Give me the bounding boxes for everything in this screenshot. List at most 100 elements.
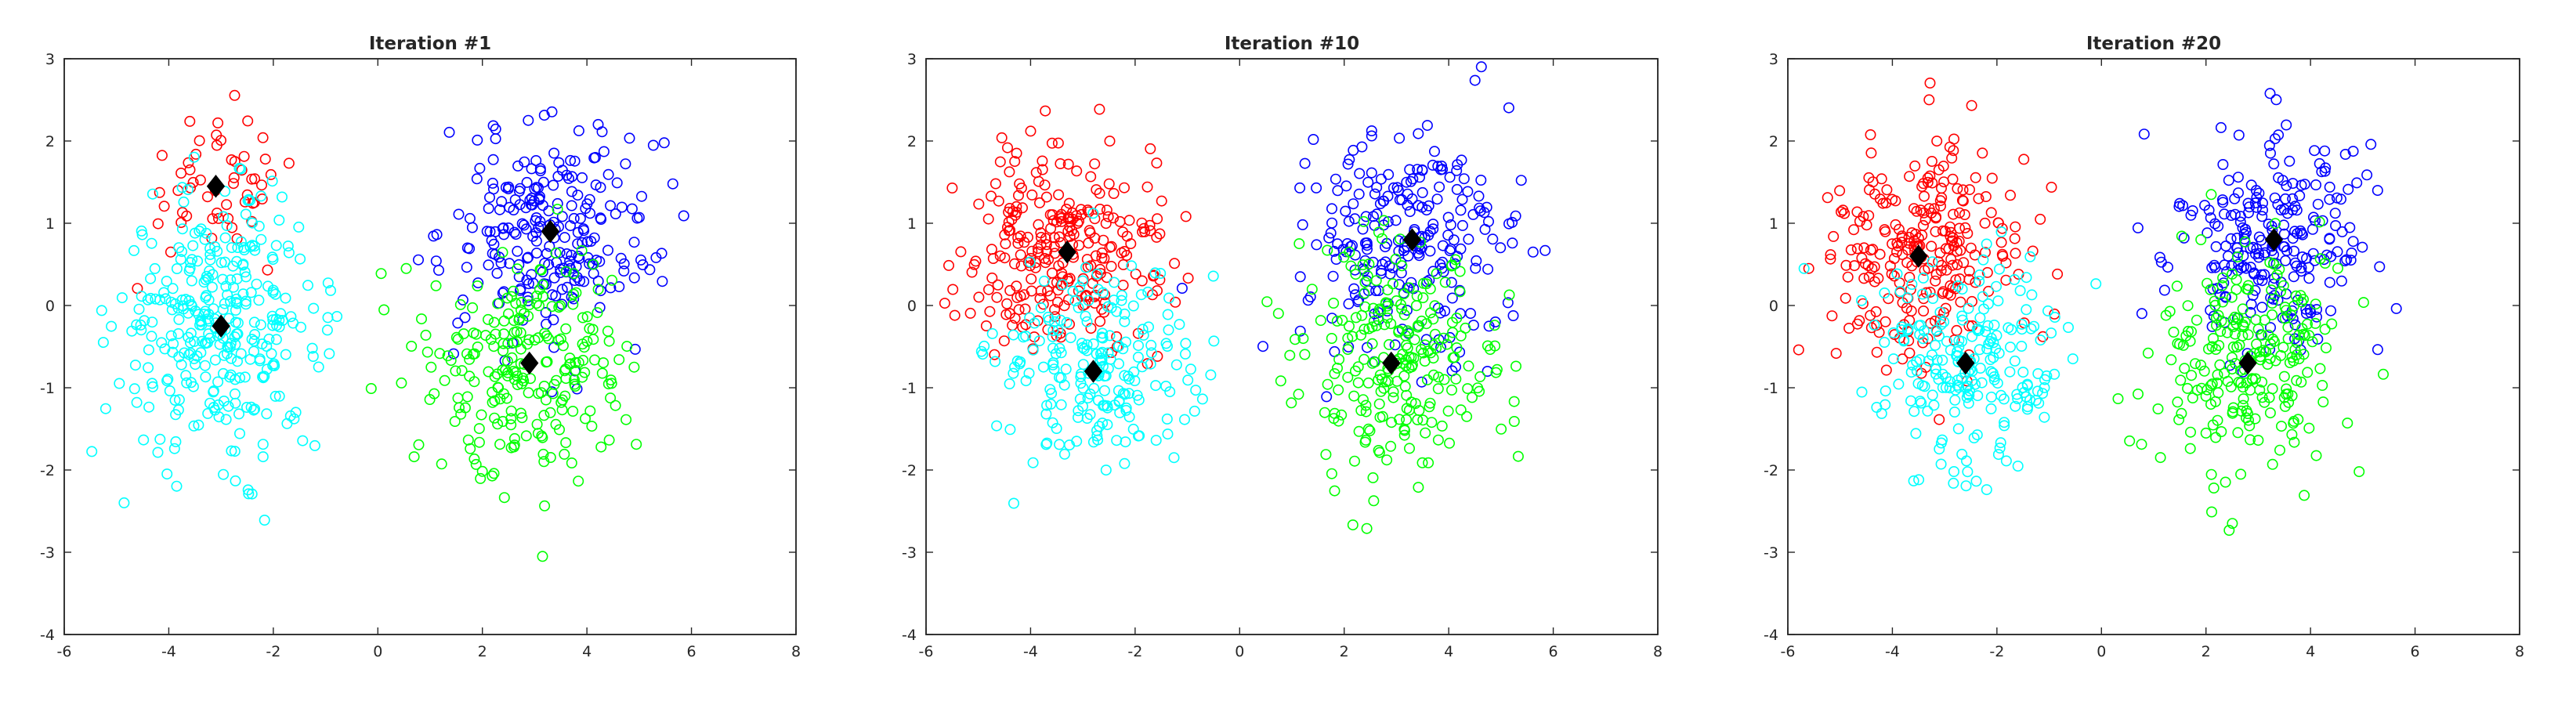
- data-point: [1101, 204, 1113, 216]
- data-point: [1421, 374, 1433, 385]
- data-point: [1928, 400, 1940, 411]
- x-tick-label: 6: [687, 643, 696, 660]
- data-point: [1108, 212, 1120, 224]
- data-point: [564, 352, 576, 364]
- x-tick-label: 8: [1653, 643, 1662, 660]
- data-point: [994, 250, 1006, 262]
- data-point: [2239, 236, 2251, 248]
- data-point: [1145, 225, 1156, 237]
- data-point: [1073, 302, 1084, 313]
- data-point: [2278, 228, 2290, 240]
- data-point: [1000, 238, 1011, 250]
- data-point: [1134, 430, 1145, 442]
- data-point: [1089, 297, 1101, 309]
- data-point: [529, 334, 541, 346]
- data-point: [559, 448, 570, 460]
- data-point: [467, 349, 479, 360]
- data-point: [2339, 149, 2351, 161]
- data-point: [226, 445, 237, 457]
- data-point: [2209, 259, 2220, 271]
- data-point: [1955, 244, 1966, 256]
- data-point: [425, 361, 437, 373]
- data-point: [2319, 324, 2331, 335]
- data-point: [1359, 277, 1371, 288]
- data-point: [1102, 211, 1114, 222]
- data-point: [1398, 425, 1410, 436]
- data-point: [1951, 350, 1963, 362]
- data-point: [1080, 310, 1091, 322]
- data-point: [1923, 355, 1934, 367]
- data-point: [1049, 232, 1061, 244]
- data-point: [204, 248, 216, 260]
- data-point: [1466, 392, 1478, 403]
- data-point: [991, 420, 1003, 432]
- data-point: [1349, 365, 1361, 377]
- data-point: [990, 178, 1001, 190]
- data-point: [162, 373, 174, 385]
- data-point: [1507, 237, 1518, 249]
- data-point: [1936, 192, 1948, 204]
- data-point: [1938, 316, 1950, 327]
- data-point: [2016, 318, 2028, 330]
- data-point: [1261, 296, 1273, 308]
- data-point: [1445, 243, 1456, 255]
- data-point: [1445, 277, 1457, 288]
- data-point: [2249, 413, 2261, 425]
- data-point: [2216, 315, 2227, 327]
- x-tick-label: 0: [373, 643, 382, 660]
- data-point: [259, 154, 271, 165]
- data-point: [217, 273, 229, 285]
- data-point: [415, 313, 427, 325]
- data-point: [505, 405, 517, 417]
- data-point: [116, 292, 128, 304]
- data-point: [526, 269, 537, 280]
- data-point: [1348, 198, 1359, 210]
- data-point: [185, 257, 197, 269]
- data-point: [1933, 164, 1945, 175]
- data-point: [2292, 228, 2303, 240]
- data-point: [1461, 410, 1473, 422]
- data-point: [1353, 294, 1365, 306]
- data-point: [1952, 345, 1963, 357]
- data-point: [1973, 193, 1984, 204]
- data-point: [573, 251, 584, 262]
- data-point: [572, 190, 584, 201]
- data-point: [2285, 309, 2297, 320]
- data-point: [1941, 264, 1952, 276]
- data-point: [230, 304, 241, 316]
- data-point: [621, 341, 633, 352]
- data-point: [1080, 262, 1092, 273]
- data-point: [2227, 518, 2238, 530]
- data-point: [1369, 356, 1380, 368]
- data-point: [2289, 344, 2301, 356]
- data-point: [474, 162, 486, 174]
- data-point: [2357, 297, 2369, 309]
- data-point: [2230, 284, 2242, 295]
- data-point: [453, 208, 465, 220]
- data-point: [1033, 175, 1044, 187]
- data-point: [577, 237, 588, 248]
- data-point: [2271, 269, 2283, 280]
- data-point: [1131, 389, 1143, 401]
- data-point: [259, 514, 270, 526]
- data-point: [177, 300, 189, 312]
- data-point: [1077, 400, 1089, 412]
- data-point: [1055, 215, 1067, 227]
- data-point: [208, 386, 219, 398]
- data-point: [207, 269, 219, 280]
- data-point: [282, 240, 294, 252]
- data-point: [231, 273, 243, 284]
- data-point: [2347, 146, 2359, 157]
- data-point: [1083, 295, 1094, 306]
- data-point: [1329, 485, 1340, 497]
- data-point: [1111, 435, 1123, 446]
- data-point: [479, 330, 491, 342]
- data-point: [283, 157, 295, 169]
- data-point: [1073, 215, 1085, 227]
- data-point: [136, 225, 147, 237]
- data-point: [1357, 394, 1369, 406]
- centroid-marker: [541, 219, 560, 244]
- data-point: [1411, 290, 1423, 302]
- data-point: [1403, 351, 1415, 363]
- data-point: [1992, 295, 2004, 307]
